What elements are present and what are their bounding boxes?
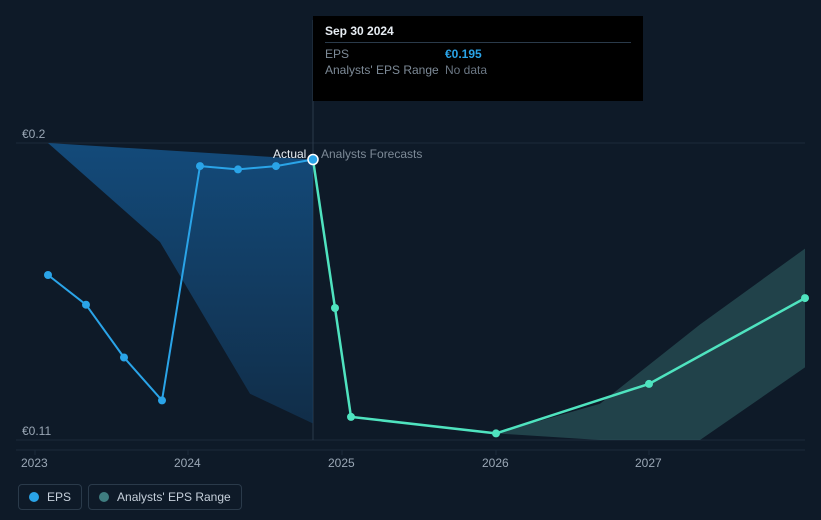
x-axis-tick-2025: 2025 xyxy=(328,456,355,470)
tooltip-eps-label: EPS xyxy=(325,47,445,61)
legend-item-eps[interactable]: EPS xyxy=(18,484,82,510)
tooltip-range-label: Analysts' EPS Range xyxy=(325,63,445,77)
legend-label-range: Analysts' EPS Range xyxy=(117,490,231,504)
x-axis-tick-2027: 2027 xyxy=(635,456,662,470)
tooltip-eps-value: €0.195 xyxy=(445,47,482,61)
eps-chart: Sep 30 2024 EPS €0.195 Analysts' EPS Ran… xyxy=(0,0,821,520)
x-axis-tick-2024: 2024 xyxy=(174,456,201,470)
legend-swatch-eps xyxy=(29,492,39,502)
legend-item-range[interactable]: Analysts' EPS Range xyxy=(88,484,242,510)
y-axis-label-top: €0.2 xyxy=(22,127,45,141)
x-axis-tick-2026: 2026 xyxy=(482,456,509,470)
x-axis-tick-2023: 2023 xyxy=(21,456,48,470)
section-label-forecast: Analysts Forecasts xyxy=(321,147,422,161)
tooltip-range-value: No data xyxy=(445,63,487,77)
chart-tooltip: Sep 30 2024 EPS €0.195 Analysts' EPS Ran… xyxy=(313,16,643,101)
legend-swatch-range xyxy=(99,492,109,502)
tooltip-date: Sep 30 2024 xyxy=(325,24,631,43)
chart-legend: EPS Analysts' EPS Range xyxy=(18,484,242,510)
y-axis-label-bottom: €0.11 xyxy=(22,424,51,438)
legend-label-eps: EPS xyxy=(47,490,71,504)
section-label-actual: Actual xyxy=(273,147,306,161)
